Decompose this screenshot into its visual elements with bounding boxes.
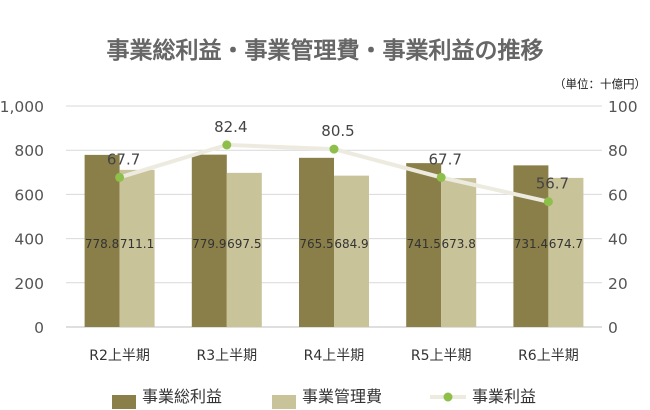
bar-admin-expense (548, 177, 584, 327)
y-axis-right: 0 20 40 60 80 100 (608, 98, 638, 337)
x-tick-label: R4上半期 (304, 348, 365, 364)
bar-data-label: 765.5 (299, 237, 333, 251)
profit-point (329, 144, 339, 154)
y2-tick-label: 60 (608, 186, 628, 204)
y2-tick-label: 80 (608, 142, 628, 160)
y2-tick-label: 20 (608, 275, 628, 293)
legend-swatch-admin-expense (272, 395, 296, 409)
profit-point (222, 140, 232, 150)
profit-data-label: 82.4 (214, 118, 247, 136)
bar-data-label: 673.8 (442, 237, 476, 251)
profit-point (115, 172, 125, 182)
y-axis-left: 0 200 400 600 800 1,000 (0, 98, 44, 337)
profit-point (436, 172, 446, 182)
profit-point (543, 197, 553, 207)
bar-gross-profit (406, 163, 442, 327)
legend-label-profit: 事業利益 (472, 387, 536, 406)
legend-swatch-marker (443, 392, 453, 402)
bars (84, 154, 584, 327)
bar-gross-profit (191, 154, 227, 327)
bar-admin-expense (441, 178, 477, 327)
bar-gross-profit (299, 157, 334, 327)
y-tick-label: 200 (14, 275, 44, 293)
bar-data-label: 684.9 (334, 237, 368, 251)
legend-label-gross-profit: 事業総利益 (142, 387, 222, 406)
chart-title: 事業総利益・事業管理費・事業利益の推移 (107, 37, 544, 64)
profit-data-label: 67.7 (107, 150, 140, 168)
x-tick-label: R6上半期 (518, 348, 579, 364)
profit-data-label: 80.5 (321, 122, 354, 140)
bar-data-label: 731.4 (514, 237, 548, 251)
y-tick-label: 400 (14, 231, 44, 249)
y-tick-label: 800 (14, 142, 44, 160)
bar-data-label: 697.5 (227, 237, 261, 251)
legend: 事業総利益 事業管理費 事業利益 (112, 387, 536, 409)
profit-data-label: 56.7 (536, 175, 569, 193)
bar-data-label: 674.7 (549, 237, 583, 251)
legend-swatch-gross-profit (112, 395, 136, 409)
bar-gross-profit (513, 165, 549, 327)
bar-labels: 778.8 711.1 779.9 697.5 765.5 684.9 741.5 673.8… (85, 237, 583, 251)
bar-data-label: 741.5 (407, 237, 441, 251)
x-tick-label: R2上半期 (89, 348, 150, 364)
y2-tick-label: 40 (608, 231, 628, 249)
bar-data-label: 778.8 (85, 237, 119, 251)
x-tick-label: R5上半期 (411, 348, 472, 364)
x-tick-label: R3上半期 (196, 348, 257, 364)
y2-tick-label: 0 (608, 319, 618, 337)
bar-data-label: 711.1 (120, 237, 154, 251)
x-axis: R2上半期 R3上半期 R4上半期 R5上半期 R6上半期 (89, 348, 578, 364)
bar-gross-profit (84, 154, 120, 327)
bar-data-label: 779.9 (192, 237, 226, 251)
bar-admin-expense (119, 169, 155, 327)
y2-tick-label: 100 (608, 98, 638, 116)
y-tick-label: 600 (14, 186, 44, 204)
y-tick-label: 1,000 (0, 98, 44, 116)
y-tick-label: 0 (34, 319, 44, 337)
legend-label-admin-expense: 事業管理費 (302, 387, 382, 406)
bar-admin-expense (226, 172, 262, 327)
profit-line: 67.7 82.4 80.5 67.7 56.7 (107, 118, 569, 207)
unit-note: （単位：十億円） (554, 77, 646, 91)
profit-data-label: 67.7 (428, 150, 461, 168)
bar-admin-expense (334, 175, 369, 327)
